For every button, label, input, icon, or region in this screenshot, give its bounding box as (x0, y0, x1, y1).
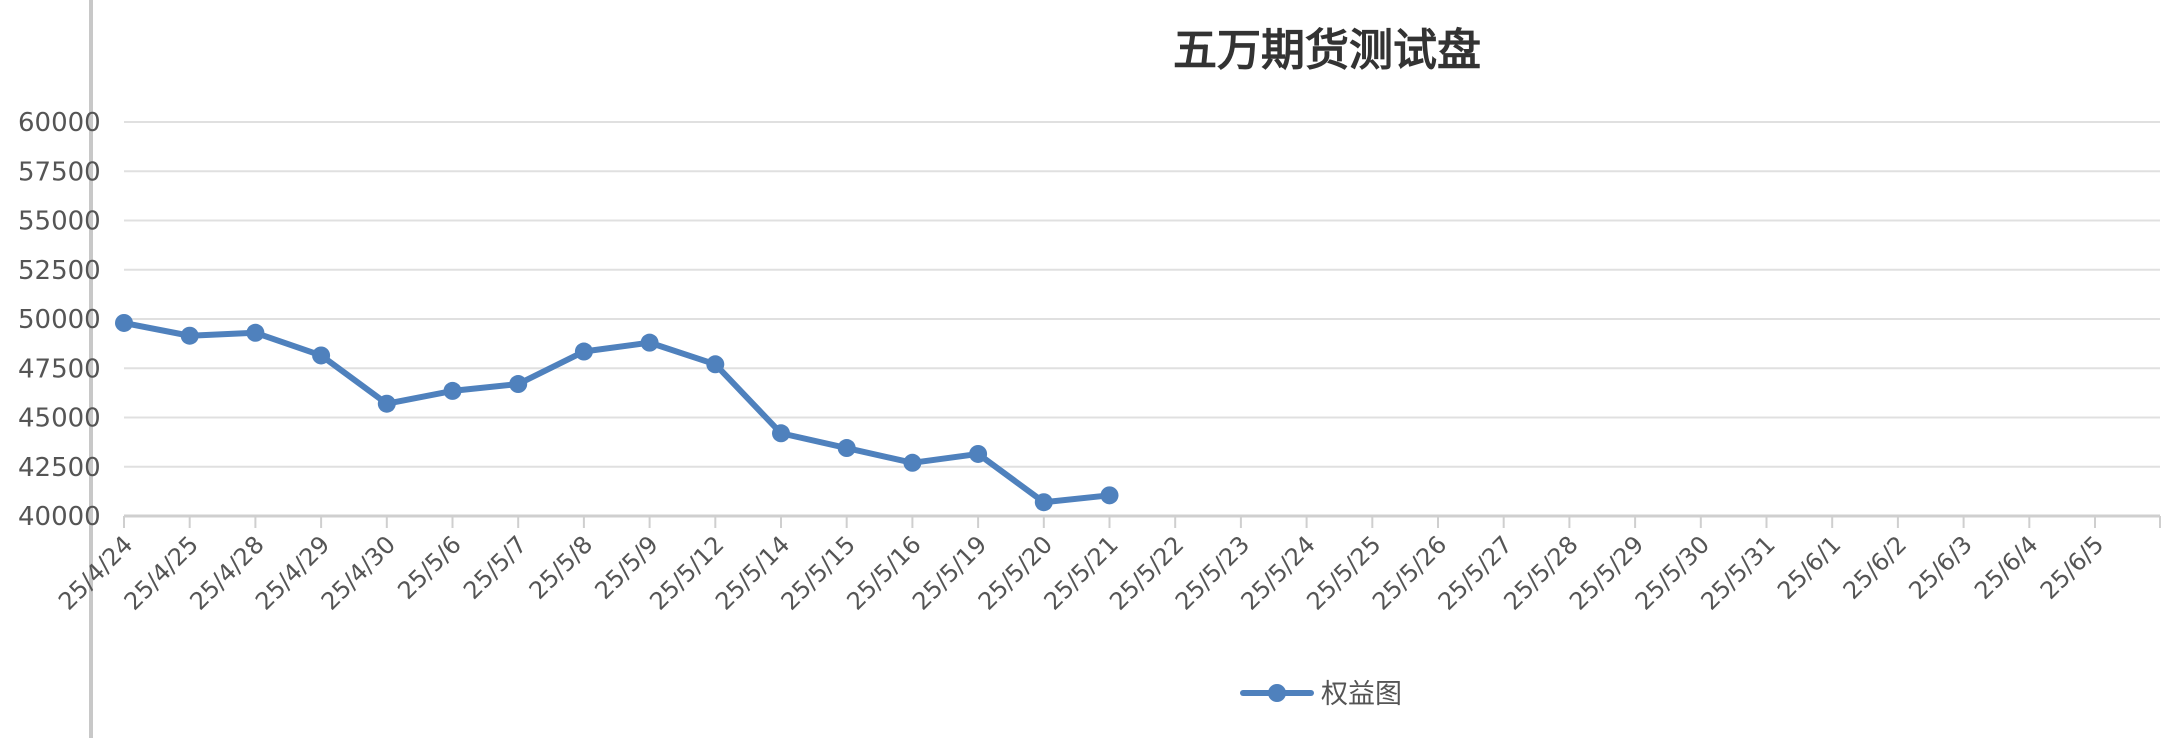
x-tick-label: 25/4/30 (316, 530, 401, 615)
x-tick-label: 25/6/5 (2035, 530, 2109, 604)
data-point (574, 342, 593, 361)
x-tick-label: 25/5/8 (524, 530, 598, 604)
y-tick-label: 60000 (18, 108, 101, 138)
data-point (969, 444, 988, 463)
data-point (509, 375, 528, 394)
data-point (772, 424, 790, 443)
legend-label: 权益图 (1321, 679, 1402, 710)
data-point (246, 323, 265, 342)
x-tick-label: 25/5/6 (392, 530, 466, 604)
x-tick-label: 25/6/1 (1772, 530, 1846, 604)
y-tick-label: 42500 (18, 453, 101, 483)
y-tick-label: 55000 (18, 207, 101, 237)
x-tick-label: 25/6/3 (1903, 530, 1977, 604)
chart-title: 五万期货测试盘 (1173, 25, 1481, 76)
data-point (115, 313, 133, 332)
y-tick-label: 45000 (18, 404, 101, 434)
data-point (443, 381, 462, 400)
series-line (121, 319, 1113, 506)
data-point (1034, 493, 1053, 512)
x-tick-label: 25/6/4 (1969, 530, 2043, 604)
data-point (640, 333, 659, 352)
page-left-border (89, 0, 93, 738)
data-point (903, 453, 922, 472)
data-point (180, 326, 199, 345)
y-tick-label: 50000 (18, 305, 101, 335)
x-tick-label: 25/5/31 (1696, 530, 1781, 615)
x-tick-label: 25/5/7 (458, 530, 532, 604)
y-tick-label: 47500 (18, 354, 101, 384)
data-point (1100, 486, 1119, 505)
y-tick-label: 40000 (18, 502, 101, 532)
data-point (377, 394, 396, 413)
y-tick-label: 52500 (18, 256, 101, 286)
legend-marker (1268, 684, 1286, 702)
y-tick-label: 57500 (18, 157, 101, 187)
x-tick-label: 25/6/2 (1838, 530, 1912, 604)
data-point (837, 439, 856, 458)
data-point (312, 346, 331, 365)
data-point (706, 355, 725, 374)
